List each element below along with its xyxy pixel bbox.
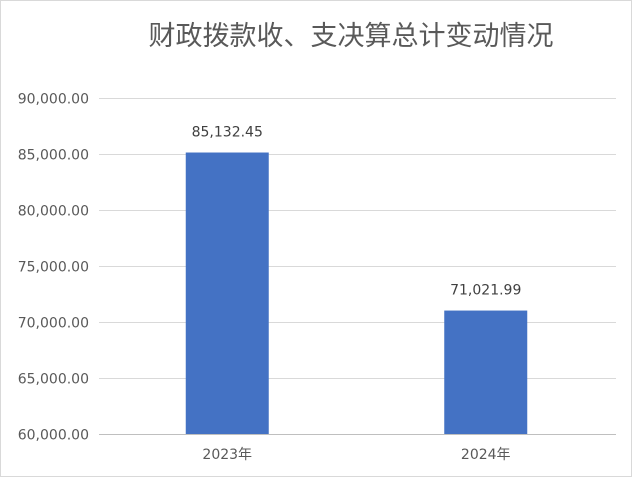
chart-title: 财政拨款收、支决算总计变动情况	[149, 21, 554, 52]
bar-2024年	[444, 310, 528, 434]
data-label: 71,021.99	[450, 283, 521, 299]
y-tick-label: 85,000.00	[18, 148, 89, 164]
y-tick-label: 75,000.00	[18, 260, 89, 276]
data-label: 85,132.45	[192, 125, 263, 141]
y-tick-label: 70,000.00	[18, 316, 89, 332]
y-tick-label: 90,000.00	[18, 92, 89, 108]
x-tick-label: 2023年	[202, 447, 252, 463]
y-tick-label: 80,000.00	[18, 204, 89, 220]
y-tick-label: 65,000.00	[18, 372, 89, 388]
bar-2023年	[185, 152, 269, 435]
y-tick-label: 60,000.00	[18, 428, 89, 444]
x-tick-label: 2024年	[461, 447, 511, 463]
